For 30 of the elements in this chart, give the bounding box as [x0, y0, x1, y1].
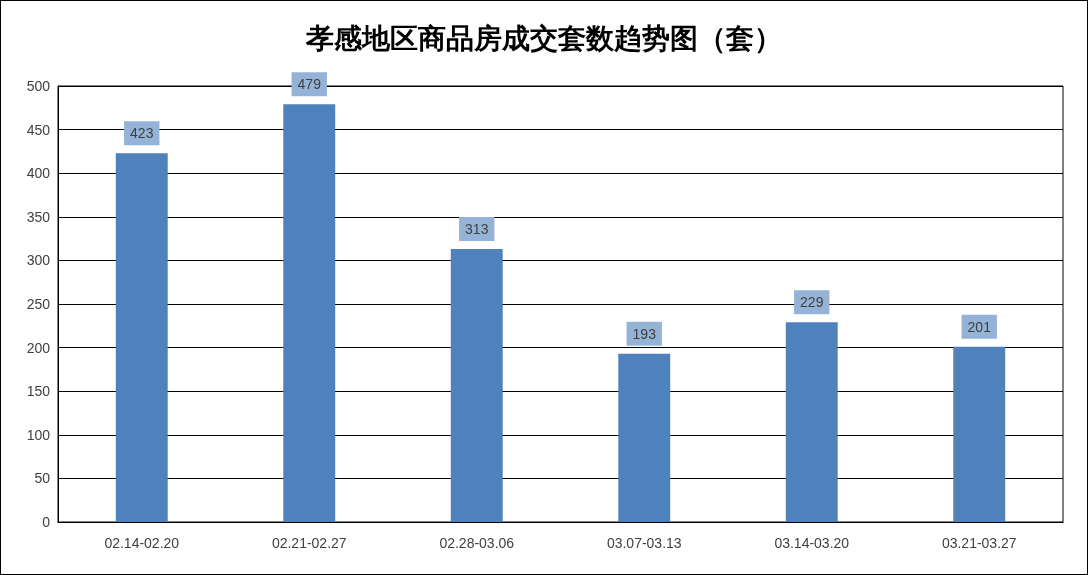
bar [618, 353, 671, 522]
y-tick-label: 100 [26, 426, 51, 443]
x-tick-label: 02.28-03.06 [439, 535, 515, 551]
chart-title: 孝感地区商品房成交套数趋势图（套） [305, 21, 782, 55]
bar [115, 153, 168, 522]
data-label: 201 [967, 318, 992, 335]
data-label: 313 [465, 221, 489, 238]
y-tick-label: 50 [34, 470, 51, 487]
y-tick-label: 500 [26, 78, 51, 94]
bar [953, 346, 1006, 522]
data-label: 423 [130, 125, 154, 142]
x-tick-label: 03.21-03.27 [941, 535, 1017, 551]
y-tick-label: 250 [26, 296, 51, 312]
bar [283, 104, 336, 522]
x-tick-label: 03.14-03.20 [774, 535, 850, 551]
y-tick-label: 350 [26, 208, 51, 225]
x-tick-label: 03.07-03.13 [606, 535, 682, 551]
data-label: 193 [632, 325, 657, 342]
y-tick-label: 400 [26, 165, 51, 182]
bar [450, 249, 503, 522]
y-tick-label: 450 [26, 121, 51, 138]
y-tick-label: 150 [26, 383, 51, 400]
y-tick-label: 300 [26, 252, 51, 269]
bar [785, 322, 838, 522]
data-label: 479 [297, 76, 322, 93]
x-tick-label: 02.14-02.20 [104, 535, 180, 551]
y-tick-label: 0 [42, 514, 51, 530]
data-label: 229 [800, 294, 824, 311]
y-tick-label: 200 [26, 339, 51, 356]
x-tick-label: 02.21-02.27 [271, 535, 347, 551]
